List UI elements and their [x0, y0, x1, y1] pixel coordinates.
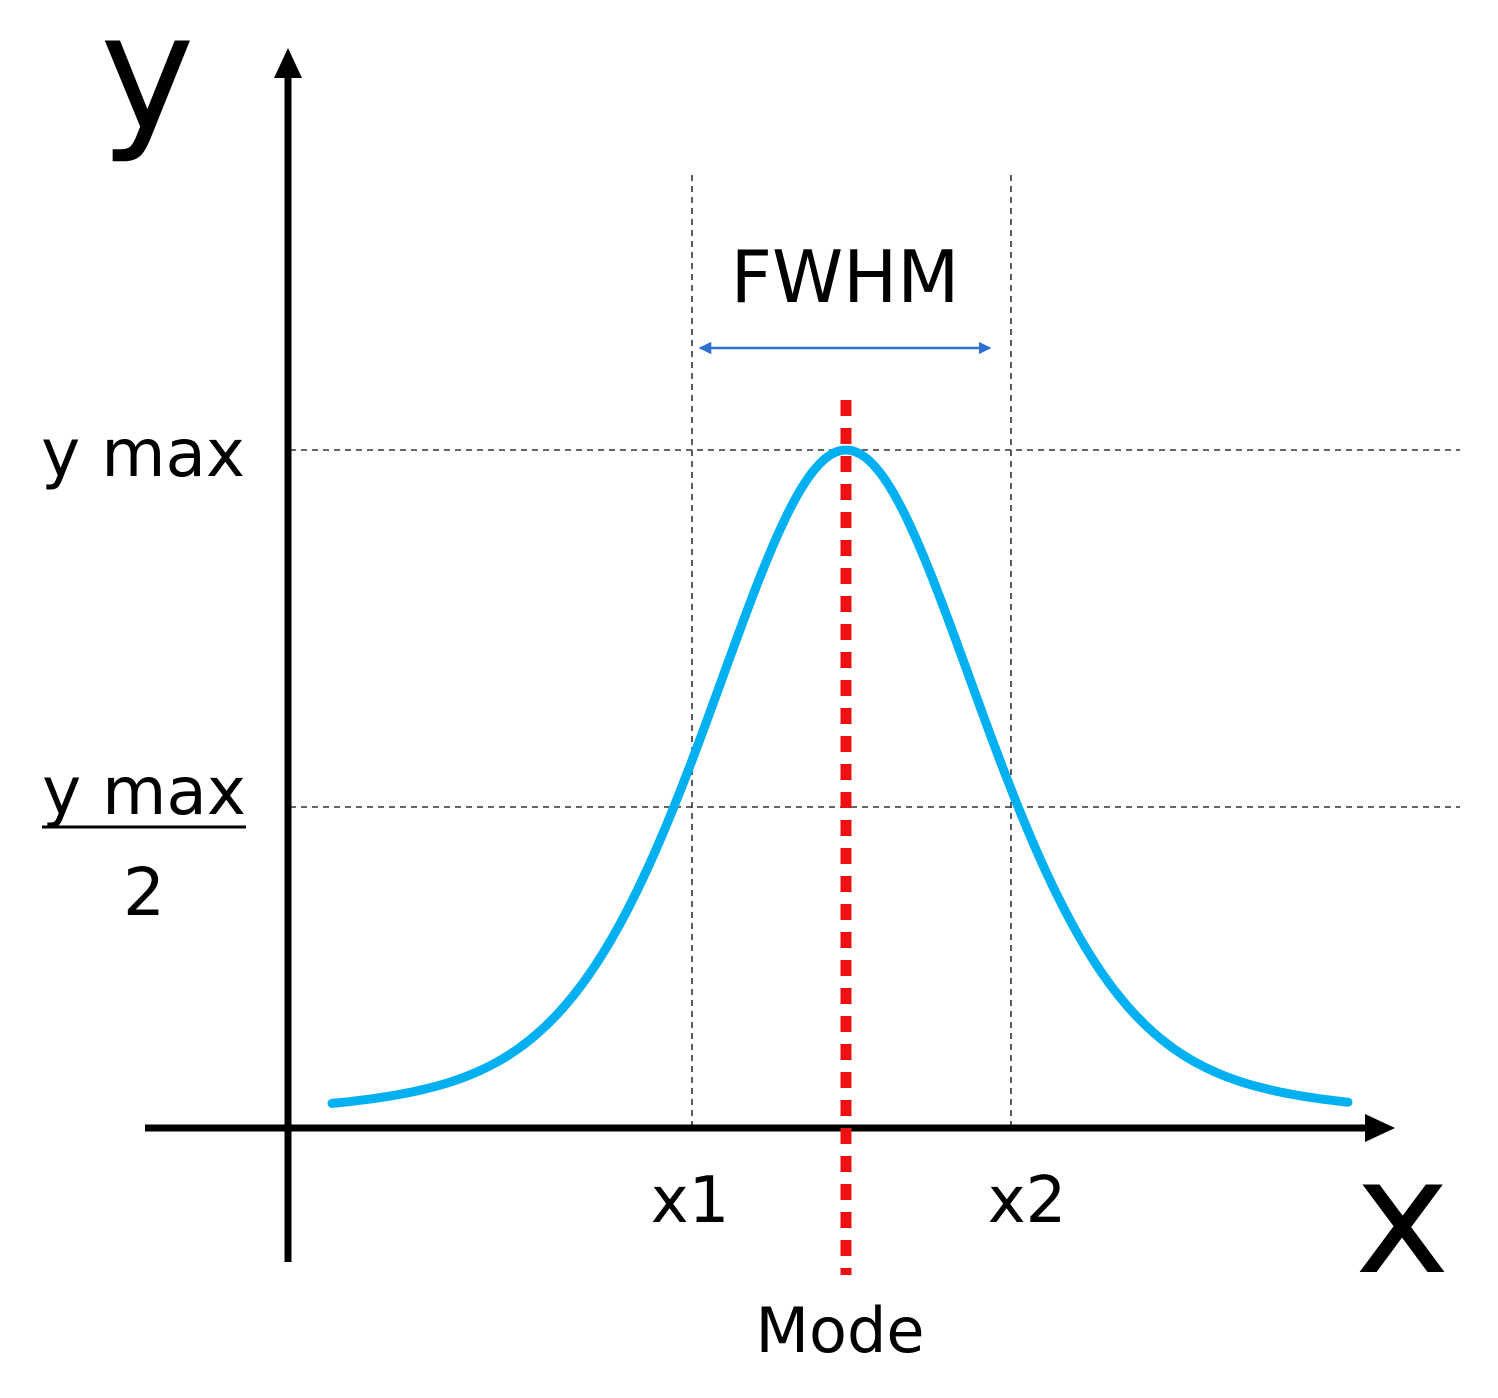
- axes: [145, 48, 1395, 1262]
- arrow-right-icon: [1365, 1114, 1395, 1142]
- arrow-up-icon: [274, 48, 302, 78]
- x-axis-label: x: [1355, 1123, 1450, 1310]
- half-max-denominator: 2: [123, 854, 165, 931]
- y-axis-label: y: [100, 0, 195, 166]
- guide-lines: [290, 175, 1460, 1128]
- y-max-label: y max: [41, 415, 245, 492]
- half-max-numerator: y max: [42, 753, 246, 830]
- x1-label: x1: [651, 1164, 730, 1238]
- bell-curve: [327, 445, 1353, 1108]
- mode-label: Mode: [756, 1294, 925, 1367]
- fwhm-label: FWHM: [731, 235, 960, 319]
- x2-label: x2: [988, 1164, 1067, 1238]
- half-max-label: y max 2: [42, 753, 246, 931]
